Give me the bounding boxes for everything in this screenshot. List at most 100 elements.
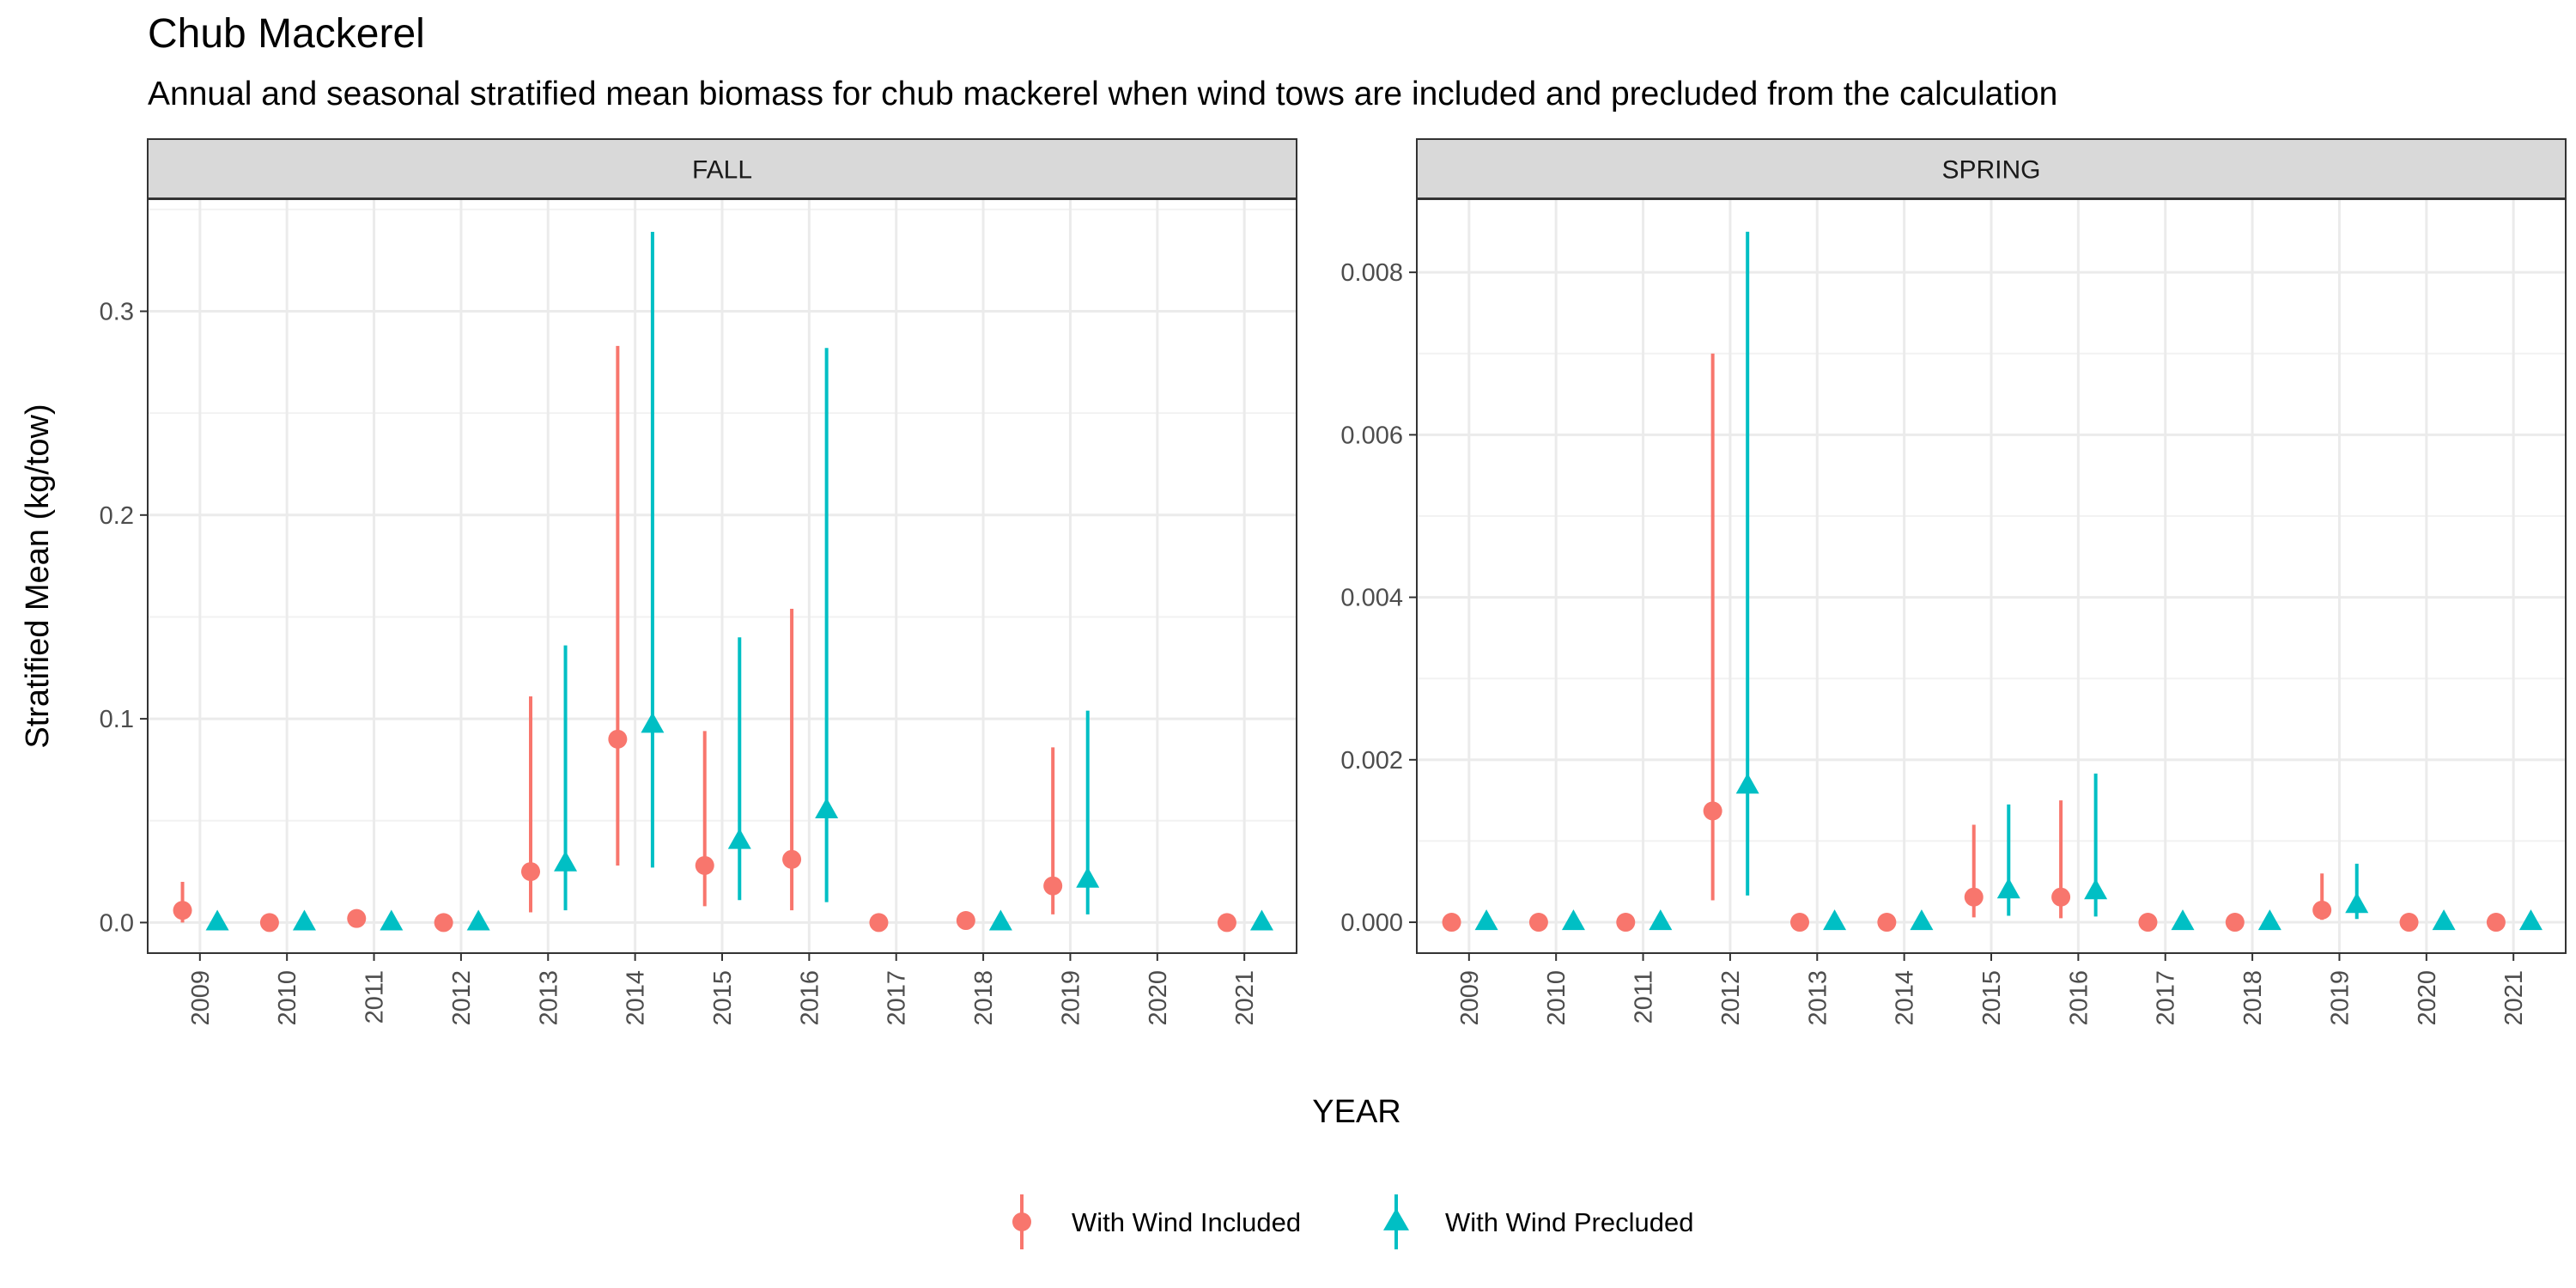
y-tick-label: 0.008 <box>1340 259 1403 287</box>
data-point <box>2432 909 2456 931</box>
y-tick-label: 0.002 <box>1340 747 1403 775</box>
strip-label: FALL <box>692 156 752 185</box>
data-point <box>727 828 751 849</box>
x-tick-label: 2017 <box>2153 970 2180 1026</box>
y-tick-label: 0.1 <box>100 706 134 733</box>
x-tick-label: 2013 <box>1804 970 1832 1026</box>
series-precluded <box>205 231 1273 931</box>
legend-item-precluded: With Wind Precluded <box>1383 1194 1693 1249</box>
data-point <box>1790 913 1809 933</box>
data-point <box>1910 909 1934 931</box>
y-tick-label: 0.3 <box>100 299 134 326</box>
legend-label: With Wind Precluded <box>1445 1207 1693 1237</box>
data-point <box>380 909 404 931</box>
data-point <box>608 729 628 749</box>
x-tick-label: 2016 <box>2065 970 2093 1026</box>
data-point <box>347 908 367 928</box>
data-point <box>2518 909 2543 931</box>
strip-background <box>147 138 1297 199</box>
y-tick-label: 0.004 <box>1340 585 1403 612</box>
data-point <box>988 909 1012 931</box>
x-tick-label: 2012 <box>1717 970 1745 1026</box>
data-point <box>1249 909 1273 931</box>
data-point <box>1964 887 1984 907</box>
x-tick-label: 2011 <box>361 970 389 1024</box>
data-point <box>1996 878 2020 899</box>
data-point <box>695 855 714 875</box>
data-point <box>2171 909 2195 931</box>
data-point <box>1823 909 1847 931</box>
x-tick-label: 2014 <box>623 970 650 1026</box>
data-point <box>2084 878 2108 900</box>
data-point <box>1217 913 1236 933</box>
data-point <box>1528 913 1548 933</box>
data-point <box>1442 913 1461 933</box>
x-tick-label: 2016 <box>796 970 823 1026</box>
data-point <box>2225 913 2245 933</box>
data-point <box>782 849 802 869</box>
series-included <box>1442 353 2506 933</box>
x-tick-label: 2018 <box>2239 970 2267 1026</box>
x-tick-label: 2015 <box>1978 970 2006 1026</box>
strip-background <box>1416 138 2567 199</box>
data-point <box>2345 892 2369 914</box>
data-point <box>956 911 975 931</box>
x-tick-label: 2020 <box>2414 970 2441 1026</box>
x-tick-label: 2011 <box>1631 970 1658 1024</box>
series-precluded <box>1474 231 2543 931</box>
data-point <box>1616 913 1636 933</box>
x-tick-label: 2015 <box>709 970 737 1026</box>
data-point <box>2138 913 2158 933</box>
data-point <box>1076 866 1100 888</box>
data-point <box>554 850 578 872</box>
legend-label: With Wind Included <box>1072 1207 1301 1237</box>
data-point <box>869 913 889 933</box>
data-point <box>2312 900 2332 920</box>
x-tick-label: 2014 <box>1892 970 1919 1026</box>
chart-subtitle: Annual and seasonal stratified mean biom… <box>148 76 2058 112</box>
data-point <box>259 913 279 933</box>
data-point <box>641 712 665 733</box>
y-axis-title: Stratified Mean (kg/tow) <box>20 404 56 748</box>
data-point <box>1561 909 1585 931</box>
y-tick-label: 0.000 <box>1340 909 1403 937</box>
legend-key-circle <box>1012 1212 1031 1231</box>
y-tick-label: 0.006 <box>1340 422 1403 449</box>
x-tick-label: 2010 <box>274 970 301 1026</box>
series-included <box>173 345 1236 933</box>
x-axis-title: YEAR <box>1312 1094 1400 1130</box>
x-tick-label: 2010 <box>1543 970 1571 1026</box>
x-tick-label: 2013 <box>535 970 562 1026</box>
x-tick-label: 2018 <box>970 970 998 1026</box>
data-point <box>173 901 192 920</box>
data-point <box>1649 909 1673 931</box>
legend: With Wind Included With Wind Precluded <box>1012 1194 1693 1249</box>
data-point <box>434 913 453 933</box>
data-point <box>466 909 490 931</box>
data-point <box>2051 887 2071 907</box>
panel-fall: FALL 0.0 0.1 0.2 0.3 2009 2010 2011 2012 2013 2014… <box>100 138 1297 1026</box>
data-point <box>292 909 316 931</box>
chart-title: Chub Mackerel <box>148 11 425 57</box>
data-point <box>815 798 839 819</box>
data-point <box>1735 773 1759 794</box>
x-tick-label: 2020 <box>1145 970 1172 1026</box>
x-tick-label: 2019 <box>2326 970 2354 1026</box>
data-point <box>1703 801 1722 821</box>
data-point <box>205 909 229 931</box>
x-tick-label: 2009 <box>187 970 215 1026</box>
data-point <box>1474 909 1498 931</box>
x-tick-label: 2017 <box>884 970 911 1026</box>
data-point <box>2257 909 2281 931</box>
strip-label: SPRING <box>1941 156 2040 185</box>
legend-key-triangle <box>1383 1207 1409 1230</box>
y-tick-label: 0.2 <box>100 502 134 530</box>
data-point <box>1043 876 1063 896</box>
x-tick-label: 2012 <box>448 970 476 1026</box>
data-point <box>2399 913 2419 933</box>
legend-item-included: With Wind Included <box>1012 1194 1301 1249</box>
data-point <box>2486 913 2506 933</box>
y-tick-label: 0.0 <box>100 909 134 937</box>
data-point <box>1877 913 1897 933</box>
